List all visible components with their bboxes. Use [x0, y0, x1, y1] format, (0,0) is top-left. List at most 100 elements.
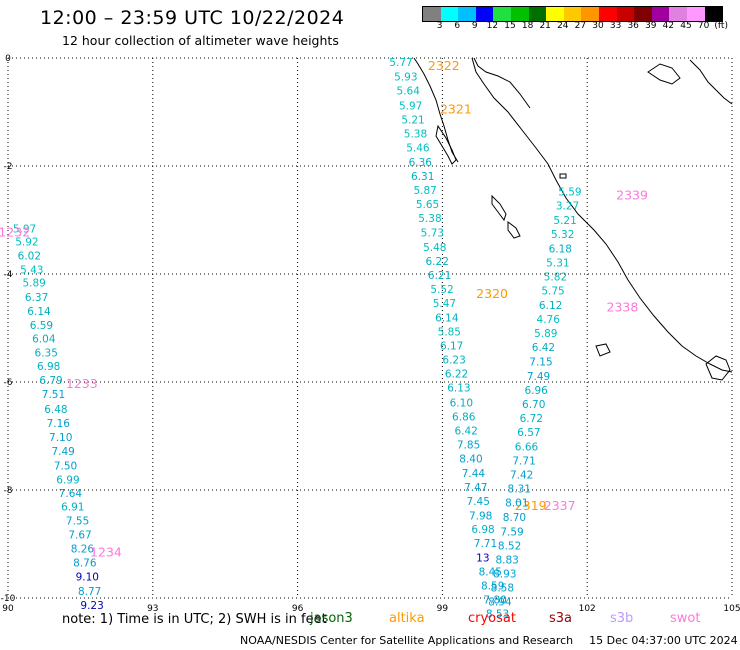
colorbar-tick-label: 12 — [486, 21, 499, 31]
pass-id-label: 2320 — [476, 286, 508, 301]
wave-height-value: 5.87 — [413, 185, 436, 197]
lat-lon-grid — [7, 57, 733, 599]
wave-height-value: 9.10 — [76, 572, 99, 584]
colorbar-tick-label: 36 — [627, 21, 639, 31]
colorbar-tick-label: 42 — [662, 21, 675, 31]
wave-height-value: 7.71 — [474, 538, 497, 550]
legend-item-swot: swot — [670, 611, 701, 626]
wave-height-value: 5.85 — [438, 327, 461, 339]
wave-height-value: 8.40 — [459, 453, 482, 465]
y-tick-label: -6 — [4, 378, 13, 388]
wave-height-value: 7.45 — [467, 496, 490, 508]
wave-height-value: 8.31 — [508, 484, 531, 496]
colorbar-swatch — [423, 7, 441, 21]
footnote: note: 1) Time is in UTC; 2) SWH is in fe… — [62, 612, 327, 627]
colorbar-swatch — [651, 7, 670, 21]
wave-height-value: 6.14 — [435, 313, 459, 325]
wave-height-value: 5.46 — [406, 142, 430, 154]
wave-height-value: 8.77 — [78, 586, 101, 598]
colorbar-swatch — [510, 7, 529, 21]
wave-height-value: 6.86 — [452, 411, 476, 423]
x-tick-label: 105 — [723, 604, 740, 614]
wave-height-value: 5.38 — [404, 128, 427, 140]
wave-height-value: 5.73 — [421, 228, 444, 240]
colorbar-tick-label: 45 — [680, 21, 692, 31]
colorbar-swatch — [546, 7, 564, 21]
wave-height-value: 9.23 — [80, 600, 103, 612]
colorbar-swatch — [598, 7, 617, 21]
wave-height-labels: 5.975.926.025.435.896.376.146.596.046.35… — [0, 57, 648, 620]
pass-id-label: 2319 — [515, 498, 547, 513]
credit-line: NOAA/NESDIS Center for Satellite Applica… — [240, 634, 738, 647]
y-tick-label: -8 — [4, 486, 13, 496]
wave-height-value: 7.80 — [483, 594, 506, 606]
colorbar-swatch — [528, 7, 547, 21]
coastline — [413, 57, 733, 381]
wave-height-value: 5.47 — [433, 298, 456, 310]
wave-height-value: 6.79 — [39, 375, 62, 387]
wave-height-value: 6.59 — [30, 320, 53, 332]
colorbar-swatch — [686, 7, 705, 21]
wave-height-value: 4.76 — [537, 314, 561, 326]
wave-height-value: 8.52 — [498, 540, 521, 552]
wave-height-value: 5.89 — [22, 277, 45, 289]
pass-id-label: 2321 — [440, 101, 472, 116]
colorbar-tick-label: 3 — [436, 21, 443, 31]
colorbar-swatch — [581, 7, 599, 21]
wave-height-value: 6.17 — [440, 341, 463, 353]
wave-height-value: 7.51 — [42, 389, 65, 401]
wave-height-value: 6.04 — [32, 334, 56, 346]
wave-height-value: 5.93 — [394, 72, 417, 84]
colorbar-swatch — [616, 7, 635, 21]
wave-height-value: 8.94 — [488, 597, 512, 609]
wave-height-value: 6.02 — [18, 250, 41, 262]
wave-height-value: 6.57 — [517, 427, 540, 439]
wave-height-value: 6.13 — [447, 383, 470, 395]
x-tick-label: 99 — [437, 604, 449, 614]
wave-height-value: 7.49 — [51, 446, 74, 458]
wave-height-value: 6.42 — [532, 342, 555, 354]
wave-height-value: 6.18 — [549, 243, 572, 255]
wave-height-value: 5.97 — [399, 100, 422, 112]
pass-id-label: 2322 — [428, 58, 460, 73]
wave-height-value: 7.44 — [462, 468, 486, 480]
wave-height-value: 6.98 — [471, 524, 494, 536]
x-tick-label: 93 — [147, 604, 158, 614]
pass-id-label: 1233 — [66, 376, 98, 391]
wave-height-value: 8.59 — [481, 580, 504, 592]
colorbar-swatch — [493, 7, 511, 21]
pass-id-label: 2339 — [616, 188, 648, 203]
wave-height-value: 8.53 — [486, 608, 509, 620]
wave-height-value: 5.75 — [541, 286, 564, 298]
x-tick-label: 102 — [579, 604, 596, 614]
wave-height-value: 6.21 — [428, 270, 451, 282]
generated-timestamp: 15 Dec 04:37:00 UTC 2024 — [589, 634, 738, 647]
y-tick-label: -10 — [1, 594, 16, 604]
colorbar-swatch — [475, 7, 494, 21]
wave-height-value: 7.42 — [510, 470, 533, 482]
wave-height-value: 5.89 — [534, 328, 557, 340]
wave-height-value: 6.22 — [426, 256, 449, 268]
wave-height-value: 8.70 — [503, 512, 526, 524]
pass-id-label: 1234 — [90, 545, 122, 560]
wave-height-value: 5.52 — [430, 284, 453, 296]
colorbar-tick-label: 39 — [645, 21, 657, 31]
wave-height-value: 5.48 — [423, 242, 446, 254]
y-tick-label: -2 — [4, 162, 13, 172]
legend-item-jason3: jason3 — [310, 611, 353, 626]
colorbar-tick-label: 30 — [592, 21, 604, 31]
colorbar-swatch — [440, 7, 459, 21]
pass-id-label: 1232 — [0, 224, 30, 239]
wave-height-value: 6.48 — [44, 404, 67, 416]
wave-height-value: 5.38 — [418, 213, 441, 225]
wave-height-value: 5.92 — [15, 236, 38, 248]
y-tick-label: 0 — [5, 54, 11, 64]
satellite-legend: jason3 altika cryosat s3a s3b swot — [300, 611, 740, 629]
colorbar-swatch — [563, 7, 582, 21]
wave-height-value: 6.12 — [539, 300, 562, 312]
wave-height-value: 5.59 — [558, 187, 581, 199]
wave-height-colorbar — [422, 6, 724, 22]
wave-height-value: 7.67 — [68, 530, 91, 542]
chart-subtitle: 12 hour collection of altimeter wave hei… — [62, 33, 339, 48]
